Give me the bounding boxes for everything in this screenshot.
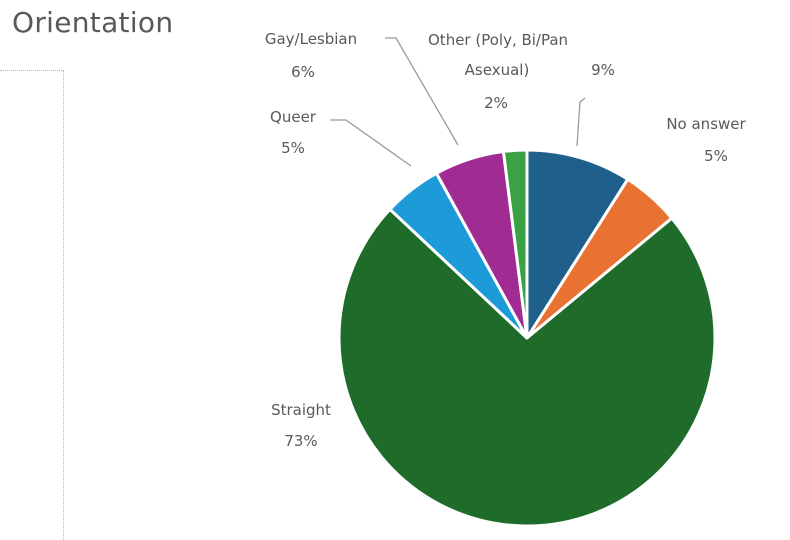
pie-slices [337,148,717,528]
label-other-line2: Asexual) [465,61,530,79]
pie-slice-straight [337,207,717,528]
left-panel-border [0,70,64,540]
pie-chart: Other (Poly, Bi/Pan Asexual) 2% 9% No an… [265,30,747,528]
label-no-answer-pct: 5% [704,147,728,165]
label-straight: Straight [271,401,331,419]
leader-lines [330,37,586,167]
chart-title: Orientation [12,6,174,39]
leader-line-gay-lesbian [385,37,459,146]
label-gay-lesbian-pct: 6% [291,63,315,81]
label-other-pct: 9% [591,61,615,79]
label-queer-pct: 5% [281,139,305,157]
leader-line-other [576,97,586,147]
label-queer: Queer [270,108,317,126]
pie-slice-other-poly-bi-pan [525,148,630,340]
label-gay-lesbian: Gay/Lesbian [265,30,357,48]
slide-canvas: Orientation Other (Poly, Bi/Pan Asexual)… [0,6,747,540]
label-no-answer: No answer [666,115,746,133]
leader-line-queer [330,119,412,167]
label-other-pct-small: 2% [484,94,508,112]
label-other-line1: Other (Poly, Bi/Pan [428,31,568,49]
data-labels: Other (Poly, Bi/Pan Asexual) 2% 9% No an… [265,30,747,450]
pie-slice-asexual [501,148,529,340]
label-straight-pct: 73% [284,432,317,450]
